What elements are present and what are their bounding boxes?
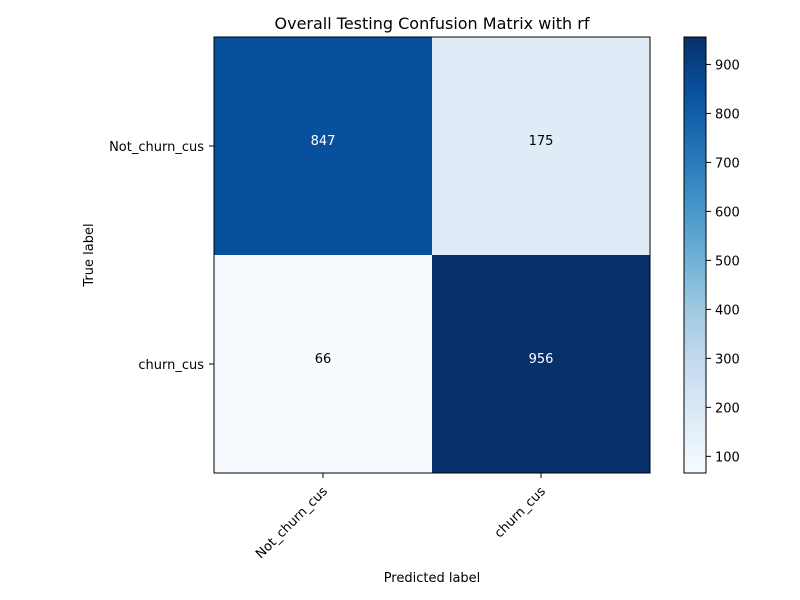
cell-value-label: 175 [529, 134, 554, 149]
colorbar-tick-label: 100 [715, 450, 740, 465]
plot-frame [213, 36, 651, 474]
x-axis-label: Predicted label [384, 571, 481, 586]
y-tick-label: Not_churn_cus [109, 140, 204, 155]
x-tick-label: Not_churn_cus [253, 484, 331, 562]
heatmap-cell-labels: 847 175 66 956 [311, 134, 554, 367]
colorbar-tick-label: 500 [715, 254, 740, 269]
cell-value-label: 66 [315, 352, 332, 367]
y-axis-ticks: Not_churn_cus churn_cus [109, 140, 214, 373]
colorbar-tick-label: 400 [715, 303, 740, 318]
colorbar-tick-label: 300 [715, 352, 740, 367]
cell-value-label: 847 [311, 134, 336, 149]
colorbar-tick-label: 200 [715, 401, 740, 416]
heatmap-cell [432, 255, 650, 473]
heatmap-cell [214, 255, 432, 473]
y-tick-label: churn_cus [138, 358, 204, 373]
colorbar-ticks: 100 200 300 400 500 600 700 800 900 [706, 58, 740, 465]
colorbar-tick-label: 600 [715, 205, 740, 220]
colorbar-tick-label: 800 [715, 107, 740, 122]
y-axis-label: True label [82, 223, 97, 287]
heatmap-cell [214, 37, 432, 255]
heatmap-cells [214, 37, 650, 473]
x-tick-label: churn_cus [492, 484, 549, 541]
colorbar-tick-label: 900 [715, 58, 740, 73]
cell-value-label: 956 [529, 352, 554, 367]
chart-title: Overall Testing Confusion Matrix with rf [275, 14, 590, 33]
colorbar-tick-label: 700 [715, 156, 740, 171]
x-axis-ticks: Not_churn_cus churn_cus [253, 473, 549, 562]
colorbar [683, 36, 707, 474]
heatmap-cell [432, 37, 650, 255]
